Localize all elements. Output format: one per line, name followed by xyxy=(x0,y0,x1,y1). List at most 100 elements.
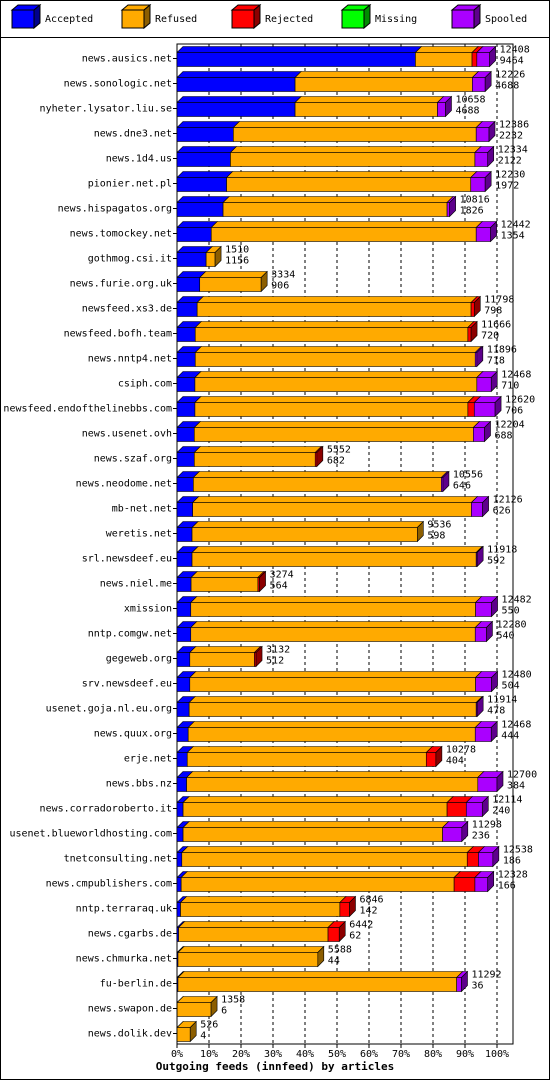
bar-segment xyxy=(194,377,478,392)
bar-side xyxy=(210,995,218,1018)
legend-swatch-side xyxy=(473,3,481,30)
bar-segment xyxy=(475,677,492,692)
y-tick-label: news.neodome.net xyxy=(76,479,172,490)
bar-segment-top xyxy=(193,421,481,428)
y-tick-label: xmission xyxy=(124,604,172,615)
bar-segment xyxy=(176,702,190,717)
bar-segment xyxy=(230,152,476,167)
y-tick-label: gothmog.csi.it xyxy=(88,254,172,265)
bar-segment xyxy=(176,327,196,342)
total-label: 12334 xyxy=(498,145,528,156)
bar-segment xyxy=(176,302,198,317)
legend-swatch xyxy=(451,9,475,29)
total-label: 11918 xyxy=(487,545,517,556)
bar-segment-top xyxy=(186,746,434,753)
y-tick-label: news.nntp4.net xyxy=(88,354,172,365)
y-tick-label: news.bbs.nz xyxy=(106,779,172,790)
bar-side xyxy=(445,95,452,118)
bar-segment-top xyxy=(176,196,230,203)
bar-segment xyxy=(176,477,194,492)
bar-segment xyxy=(177,952,319,967)
x-tick-label: 40% xyxy=(296,1049,314,1060)
bar-segment-top xyxy=(179,896,347,903)
bar-segment xyxy=(176,177,227,192)
bar-side xyxy=(484,70,492,93)
bar-segment xyxy=(194,352,476,367)
bar-segment xyxy=(176,552,193,567)
bar-segment-top xyxy=(188,696,483,703)
bar-segment xyxy=(176,402,196,417)
bar-side xyxy=(476,695,484,718)
accepted-label: 478 xyxy=(487,706,505,717)
bar-segment xyxy=(190,627,476,642)
y-tick-label: usenet.goja.nl.eu.org xyxy=(46,704,172,715)
bar-segment xyxy=(294,102,438,117)
bar-segment-top xyxy=(181,846,474,853)
accepted-label: 550 xyxy=(502,606,520,617)
bar-segment-top xyxy=(177,971,464,978)
x-tick-label: 70% xyxy=(392,1049,410,1060)
bar-segment xyxy=(182,802,448,817)
accepted-label: 798 xyxy=(484,306,502,317)
bar-segment xyxy=(294,77,473,92)
bar-segment-top xyxy=(176,96,302,103)
accepted-label: 688 xyxy=(495,431,513,442)
total-label: 11666 xyxy=(481,320,511,331)
bar-side xyxy=(442,470,450,493)
bar-segment-top xyxy=(180,871,461,878)
legend-swatch xyxy=(121,9,145,29)
bar-segment-top xyxy=(187,721,482,728)
accepted-label: 626 xyxy=(493,506,511,517)
bar-segment xyxy=(176,352,196,367)
total-label: 11298 xyxy=(472,820,502,831)
accepted-label: 598 xyxy=(427,531,445,542)
bar-segment-top xyxy=(176,71,302,78)
bar-segment xyxy=(178,927,329,942)
bar-segment xyxy=(176,752,188,767)
y-tick-label: news.hispagatos.org xyxy=(58,204,172,215)
bar-side xyxy=(435,745,443,768)
accepted-label: 706 xyxy=(505,406,523,417)
y-tick-label: news.corradoroberto.it xyxy=(40,804,172,815)
bar-segment xyxy=(176,877,182,892)
bar-segment xyxy=(176,77,296,92)
accepted-label: 1826 xyxy=(460,206,484,217)
bar-segment xyxy=(476,52,490,67)
total-label: 11798 xyxy=(484,295,514,306)
total-label: 12442 xyxy=(501,220,531,231)
y-tick-label: news.tomockey.net xyxy=(70,229,172,240)
bar-segment-top xyxy=(185,771,485,778)
bar-segment xyxy=(176,277,201,292)
accepted-label: 540 xyxy=(496,631,514,642)
y-tick-label: srl.newsdeef.eu xyxy=(82,554,172,565)
y-tick-label: news.usenet.ovh xyxy=(82,429,172,440)
bar-side xyxy=(214,245,222,268)
bar-segment xyxy=(177,977,457,992)
bar-segment-top xyxy=(176,121,241,128)
total-label: 1358 xyxy=(221,995,245,1006)
total-label: 10658 xyxy=(455,95,485,106)
x-tick-label: 10% xyxy=(200,1049,218,1060)
bar-segment xyxy=(176,827,184,842)
bar-segment xyxy=(188,702,477,717)
bar-segment-top xyxy=(176,221,218,228)
bar-side xyxy=(255,645,263,668)
bar-segment xyxy=(194,327,469,342)
bar-segment xyxy=(470,302,475,317)
total-label: 12538 xyxy=(503,845,533,856)
total-label: 10556 xyxy=(453,470,483,481)
bar-side xyxy=(461,970,468,993)
y-tick-label: news.chmurka.net xyxy=(76,954,172,965)
bar-segment xyxy=(473,402,496,417)
legend-swatch xyxy=(11,9,35,29)
legend-swatch xyxy=(341,9,365,29)
bar-segment xyxy=(205,252,216,267)
total-label: 12482 xyxy=(502,595,532,606)
y-tick-label: gegeweb.org xyxy=(106,654,172,665)
accepted-label: 906 xyxy=(271,281,289,292)
bar-segment-top xyxy=(194,346,482,353)
bar-segment xyxy=(471,52,478,67)
bar-segment-top xyxy=(176,171,234,178)
bar-side xyxy=(417,520,424,543)
bar-side xyxy=(461,820,469,843)
